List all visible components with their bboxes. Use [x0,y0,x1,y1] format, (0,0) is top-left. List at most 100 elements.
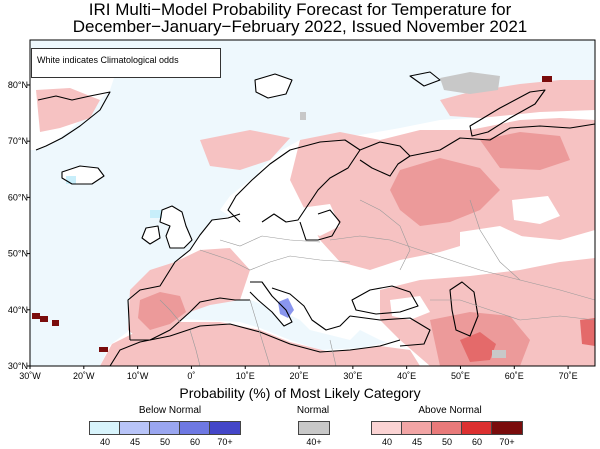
coast-iberia-med [130,297,250,341]
legend-below-swatch-3 [180,422,210,434]
legend-below-swatch-1 [120,422,150,434]
legend-above-tick-4: 70+ [499,437,515,447]
border-5 [430,299,595,321]
border-4 [359,199,411,271]
climatological-odds-areas [300,196,560,320]
lat-tick-label-1: 70°N [8,136,28,146]
coast-caspian [449,281,479,337]
below-normal-areas [66,176,294,318]
climatology-note: White indicates Climatological odds [31,48,221,78]
legend-above-tick-0: 40 [381,437,392,447]
italy-land [250,282,292,326]
coast-great-britain [159,205,193,249]
lon-tick-label-3: 0˚ [187,371,195,381]
lat-tick-label-2: 60°N [8,192,28,202]
coast-greenland [35,91,111,151]
legend-normal-label: Normal [296,405,330,416]
above-70-cell-4 [99,347,108,352]
normal-arctic-1 [440,72,500,94]
map-plot-area [30,40,595,366]
coast-kola-white-sea [359,141,411,177]
lon-tick-label-1: 20˚W [73,371,95,381]
border-9 [329,339,337,366]
above-50-east-edge [580,318,595,346]
map-frame [29,39,596,367]
above-40-east [380,258,595,366]
above-40-greenland-sea [36,88,100,132]
legend-normal-tick-0: 40+ [306,437,322,447]
legend-title: Probability (%) of Most Likely Category [179,385,421,401]
coast-ireland [141,225,161,245]
normal-category-areas [300,72,506,358]
svalbard-land [255,74,292,98]
lon-tick-label-0: 30˚W [19,371,41,381]
below-40-iceland [66,176,76,184]
legend-below-tick-2: 50 [159,437,170,447]
legend-below-swatches [89,421,241,435]
coast-italy [249,281,293,327]
coastlines [35,71,595,366]
below-40-north-sea [150,210,162,218]
coast-franz-josef [409,71,441,87]
legend-below-swatch-2 [150,422,180,434]
below-50-italy [278,298,294,318]
above-40-norwegian-sea [200,130,290,170]
border-1 [199,249,351,271]
clim-central-europe [300,204,340,236]
border-6 [159,299,181,323]
legend-above-swatches [371,421,523,435]
clim-russia-plain [460,226,530,266]
border-2 [219,235,321,247]
above-45-russia [390,158,500,226]
lat-tick-label-3: 50°N [8,249,28,259]
above-70-cell-5 [542,76,552,82]
above-normal-50-shading [460,318,595,362]
above-50-caspian [460,332,496,362]
legend-below-tick-0: 40 [99,437,110,447]
above-70-cell-2 [40,316,48,322]
above-normal-70-shading [32,76,552,352]
lat-tick-label-5: 30°N [8,361,28,371]
legend-below-swatch-0 [90,422,120,434]
coast-iceland [61,165,105,185]
above-45-iberia [138,292,186,330]
ireland-land [142,226,160,244]
country-borders [159,199,595,366]
legend-above-swatch-1 [402,422,432,434]
legend-above-tick-1: 45 [411,437,422,447]
legend-above-swatch-4 [492,422,522,434]
lat-tick-label-4: 40°N [8,305,28,315]
clim-balkans [320,280,360,310]
legend-above-swatch-2 [432,422,462,434]
legend-below-tick-1: 45 [129,437,140,447]
legend-normal-swatches [298,421,330,435]
coast-novaya-zemlya [469,89,546,137]
above-70-cell-1 [32,313,40,319]
normal-caspian [492,350,506,358]
border-8 [189,329,201,366]
legend-above-swatch-0 [372,422,402,434]
coast-black-sea [351,285,419,315]
legend-above-tick-3: 60 [471,437,482,447]
lon-tick-label-9: 60˚E [505,371,524,381]
legend-below-label: Below Normal [138,405,202,416]
coast-europe-west [127,213,241,341]
coast-anatolia [349,315,431,347]
coast-svalbard [254,73,293,99]
map-title-line-1: IRI Multi−Model Probability Forecast for… [88,0,512,19]
lon-tick-label-4: 10˚E [236,371,255,381]
axis-ticks: 80°N 70°N 60°N 50°N 40°N 30°N30˚W 20˚W 10˚W 0˚ 10… [8,80,578,381]
legend-below-swatch-4 [210,422,240,434]
legend-above-swatch-3 [462,422,492,434]
coast-arctic-russia [409,123,595,157]
coast-north-africa [109,323,401,366]
legend-above-label: Above Normal [418,405,482,416]
lon-tick-label-8: 50˚E [451,371,470,381]
lon-tick-label-6: 30˚E [343,371,362,381]
normal-arctic-2 [300,112,306,120]
coast-balkans-greece [271,287,351,331]
legend-normal-swatch-0 [299,422,329,434]
above-45-north-russia [480,132,570,170]
legend-below-tick-4: 70+ [217,437,233,447]
